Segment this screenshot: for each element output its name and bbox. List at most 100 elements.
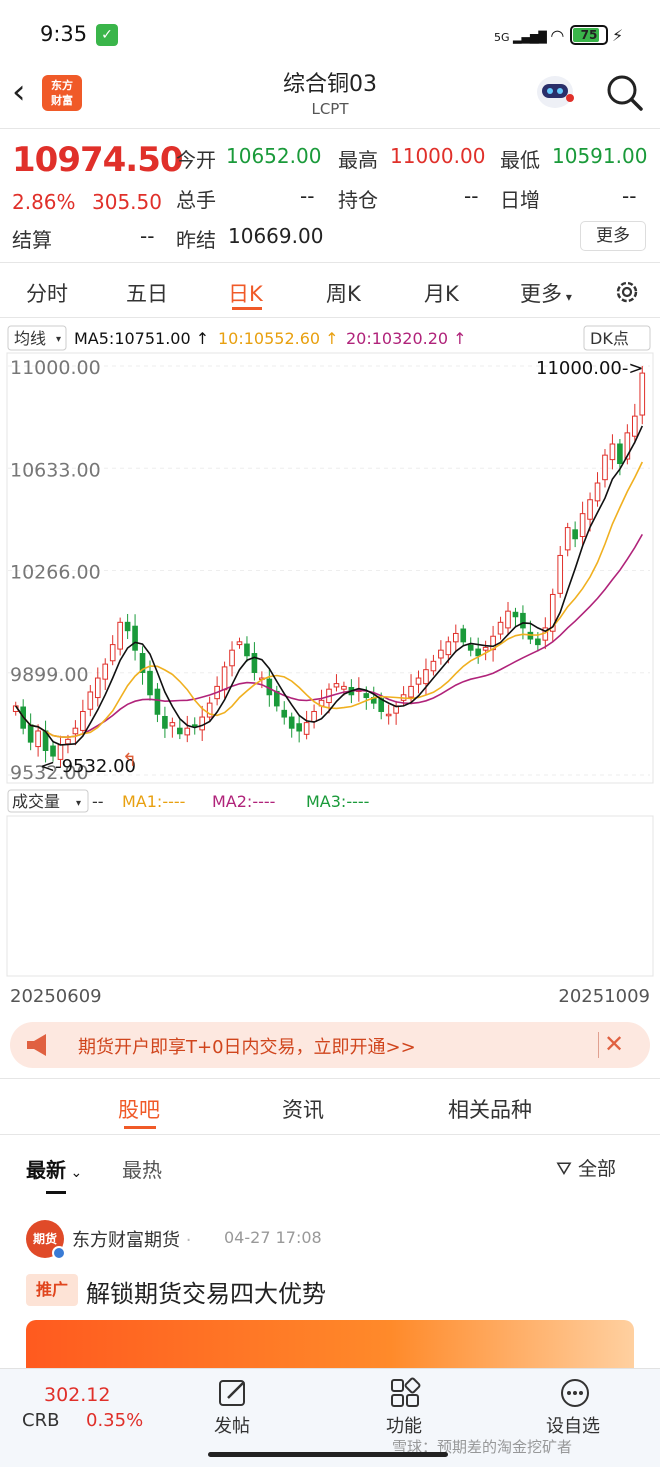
promo-banner[interactable] — [10, 1022, 650, 1068]
post-title[interactable]: 解锁期货交易四大优势 — [86, 1280, 326, 1308]
candle-body — [184, 727, 191, 736]
candle-body — [35, 730, 41, 748]
low-label: 最低 — [500, 148, 540, 172]
megaphone-icon — [27, 1034, 46, 1056]
post-author[interactable]: 东方财富期货 · — [72, 1230, 192, 1251]
candle-body — [296, 723, 302, 732]
edit-icon[interactable] — [216, 1376, 250, 1410]
candle-body — [109, 644, 116, 662]
prev-settle-value: 10669.00 — [228, 224, 324, 248]
tab-news[interactable]: 资讯 — [282, 1098, 324, 1122]
candle-body — [549, 593, 556, 632]
candle-body — [27, 724, 34, 743]
candle-body — [430, 660, 437, 672]
settle-label: 结算 — [12, 228, 52, 252]
candle-body — [162, 715, 168, 729]
tab-more-label: 更多 — [520, 282, 562, 306]
candle-body — [102, 663, 109, 680]
tab-forum[interactable]: 股吧 — [118, 1098, 160, 1122]
sort-hottest[interactable]: 最热 — [122, 1158, 162, 1182]
candle-body — [482, 646, 489, 651]
y-tick-label: 9532.00 — [10, 762, 89, 784]
tab-weekly-k[interactable]: 周K — [326, 282, 361, 306]
crb-change[interactable]: 0.35% — [86, 1410, 144, 1431]
watermark: 雪球：预期差的淘金挖矿者 — [392, 1438, 573, 1456]
sort-newest[interactable]: 最新 ⌄ — [26, 1154, 82, 1183]
candle-body — [333, 683, 340, 688]
candle-body — [199, 716, 206, 731]
ma-lines — [15, 425, 644, 746]
page-subtitle: LCPT — [311, 100, 349, 118]
indicator-select[interactable]: 均线 — [14, 329, 46, 348]
candle-body — [311, 710, 317, 723]
reset-arrow-icon[interactable]: ↰ — [122, 750, 137, 771]
wifi-icon: ◠ — [550, 26, 565, 45]
grid-icon[interactable] — [388, 1376, 422, 1410]
candle-body — [139, 653, 146, 673]
candle-body — [117, 621, 123, 650]
candle-body — [467, 644, 474, 651]
promo-text[interactable]: 期货开户即享T+0日内交易，立即开通>> — [78, 1037, 416, 1058]
kline-chart[interactable]: 均线 ▾ MA5:10751.00 ↑ 10:10552.60 ↑ 20:103… — [0, 320, 660, 1010]
oi-value: -- — [464, 184, 479, 208]
tab-related[interactable]: 相关品种 — [448, 1098, 532, 1122]
crb-name[interactable]: CRB — [22, 1410, 60, 1431]
assistant-robot-icon[interactable] — [532, 70, 578, 114]
tab-intraday[interactable]: 分时 — [26, 282, 68, 306]
caret-down-icon: ▾ — [562, 290, 572, 304]
close-icon[interactable]: ✕ — [604, 1030, 625, 1058]
candle-body — [445, 641, 452, 656]
volume-select[interactable]: 成交量 — [12, 792, 60, 811]
candle-body — [579, 513, 586, 538]
sort-active-indicator — [46, 1191, 66, 1194]
candle-body — [281, 709, 288, 718]
vol-ma2-legend: MA2:---- — [212, 792, 275, 811]
nav-function[interactable]: 功能 — [386, 1416, 422, 1437]
bottom-nav — [0, 1368, 660, 1467]
quote-more-button[interactable]: 更多 — [580, 221, 646, 251]
candle-body — [244, 643, 250, 657]
back-icon[interactable]: ‹ — [12, 72, 26, 112]
search-icon[interactable] — [604, 72, 644, 112]
candle-body — [147, 670, 153, 696]
tab-active-indicator — [232, 307, 262, 310]
ma20-legend: 20:10320.20 ↑ — [346, 329, 467, 348]
dk-point-button[interactable]: DK点 — [590, 329, 629, 348]
charging-icon: ⚡ — [612, 26, 624, 45]
oi-label: 持仓 — [338, 188, 378, 212]
change-percent: 2.86% — [12, 190, 76, 214]
candle-body — [520, 612, 526, 629]
y-axis-labels: 11000.00 10633.00 10266.00 9899.00 9532.00 — [10, 357, 101, 784]
candle-body — [303, 722, 310, 735]
tab-five-day[interactable]: 五日 — [126, 282, 168, 306]
tab-more[interactable]: 更多 ▾ — [520, 278, 572, 308]
more-dots-icon[interactable] — [558, 1376, 592, 1410]
tab-daily-k[interactable]: 日K — [228, 282, 263, 306]
start-date: 20250609 — [10, 986, 102, 1007]
ma10-line — [15, 461, 644, 739]
low-value: 10591.00 — [552, 144, 648, 168]
candle-body — [609, 443, 616, 461]
candle-body — [94, 677, 101, 699]
nav-watchlist[interactable]: 设自选 — [546, 1416, 600, 1437]
logo-line1: 东方 — [51, 79, 73, 92]
post-time: 04-27 17:08 — [224, 1228, 322, 1247]
home-indicator[interactable] — [208, 1452, 448, 1457]
candle-body — [72, 727, 79, 735]
candle-body — [452, 632, 459, 643]
page-title: 综合铜03 — [283, 72, 377, 97]
candle-body — [639, 372, 646, 416]
filter-icon: ⛛ — [556, 1158, 572, 1180]
crb-value[interactable]: 302.12 — [44, 1384, 111, 1406]
prev-settle-label: 昨结 — [176, 228, 216, 252]
tab-monthly-k[interactable]: 月K — [424, 282, 459, 306]
end-date: 20251009 — [558, 986, 650, 1007]
notification-icon: ✓ — [96, 24, 118, 46]
open-label: 今开 — [176, 148, 216, 172]
nav-post[interactable]: 发帖 — [214, 1416, 250, 1437]
gear-icon[interactable] — [612, 277, 642, 307]
candle-body — [50, 745, 56, 757]
high-marker: 11000.00-> — [536, 358, 643, 379]
filter-button[interactable]: ⛛ 全部 — [556, 1154, 616, 1181]
candle-body — [169, 722, 176, 727]
